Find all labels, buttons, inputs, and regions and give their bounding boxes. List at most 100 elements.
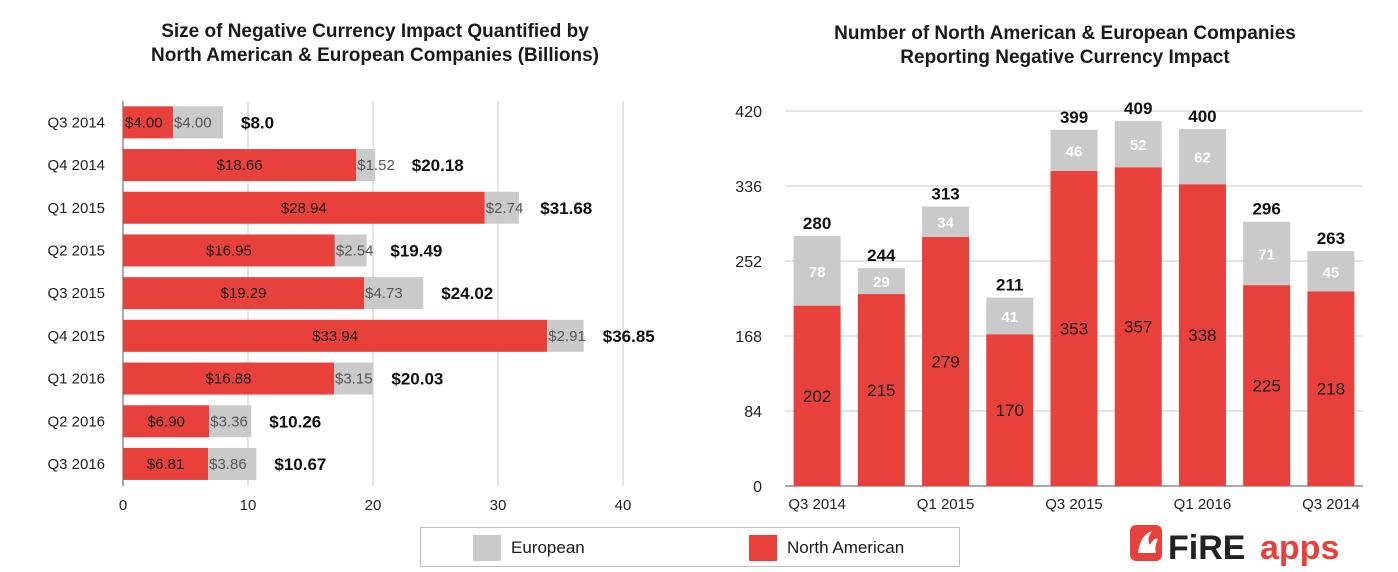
y-category-label: Q3 2014 — [47, 114, 105, 131]
column-label-north-american: 225 — [1252, 377, 1280, 396]
bar-north-american — [123, 277, 365, 310]
bar-label-european: $3.15 — [335, 371, 373, 388]
column-total-label: 409 — [1124, 99, 1152, 118]
bar-label-european: $4.73 — [365, 285, 403, 302]
column-north-american — [1114, 167, 1162, 486]
left-chart-title: Size of Negative Currency Impact Quantif… — [100, 20, 650, 68]
column-total-label: 400 — [1188, 107, 1216, 126]
bar-north-american — [123, 362, 334, 395]
logo-text-apps: apps — [1260, 529, 1339, 567]
column-label-european: 71 — [1258, 246, 1275, 263]
column-north-american — [922, 236, 970, 486]
y-category-label: Q3 2016 — [47, 456, 105, 473]
bar-european — [208, 447, 257, 480]
legend-item-north-american: North American — [749, 535, 905, 561]
x-tick-label: 20 — [365, 497, 382, 514]
bar-total-label: $31.68 — [540, 199, 592, 218]
x-tick-label: 30 — [490, 497, 507, 514]
column-european — [1307, 251, 1355, 292]
y-tick-label: 252 — [735, 254, 762, 271]
bar-label-european: $3.86 — [209, 456, 247, 473]
bar-total-label: $20.03 — [391, 370, 443, 389]
column-north-american — [857, 294, 905, 486]
y-tick-label: 168 — [735, 329, 762, 346]
bar-european — [334, 362, 374, 395]
bar-total-label: $10.26 — [269, 412, 321, 431]
legend-label-european: European — [511, 538, 585, 557]
y-category-label: Q3 2015 — [47, 285, 105, 302]
column-north-american — [986, 334, 1034, 486]
bar-label-european: $2.74 — [486, 200, 524, 217]
column-european — [857, 268, 905, 295]
column-label-north-american: 215 — [867, 381, 895, 400]
bar-label-european: $2.54 — [336, 242, 374, 259]
bar-north-american — [123, 319, 548, 352]
x-tick-label: Q3 2014 — [1302, 496, 1360, 513]
column-label-north-american: 218 — [1317, 380, 1345, 399]
legend-item-european: European — [473, 535, 585, 561]
bar-european — [484, 191, 519, 224]
column-north-american — [1307, 291, 1355, 486]
column-label-european: 46 — [1066, 143, 1083, 160]
column-label-european: 62 — [1194, 150, 1211, 167]
y-tick-label: 84 — [744, 404, 762, 421]
column-european — [1114, 120, 1162, 168]
y-category-label: Q1 2015 — [47, 200, 105, 217]
y-tick-label: 0 — [753, 479, 762, 496]
column-total-label: 280 — [803, 214, 831, 233]
column-european — [986, 297, 1034, 335]
x-tick-label: Q1 2015 — [917, 496, 975, 513]
bar-north-american — [123, 405, 210, 438]
column-total-label: 244 — [867, 246, 896, 265]
column-label-north-american: 202 — [803, 387, 831, 406]
column-european — [1178, 128, 1226, 185]
column-european — [793, 236, 841, 306]
column-label-european: 41 — [1001, 309, 1018, 326]
bar-total-label: $10.67 — [274, 455, 326, 474]
bar-label-north-american: $28.94 — [281, 200, 327, 217]
y-category-label: Q4 2014 — [47, 157, 105, 174]
bar-label-european: $1.52 — [357, 157, 395, 174]
y-category-label: Q1 2016 — [47, 371, 105, 388]
fireapps-logo: FiRE apps — [1130, 525, 1339, 567]
bar-label-north-american: $19.29 — [221, 285, 267, 302]
x-tick-label: Q3 2014 — [788, 496, 846, 513]
flame-icon — [1130, 525, 1162, 561]
bar-european — [173, 106, 223, 139]
column-label-european: 34 — [937, 215, 954, 232]
bar-label-european: $4.00 — [174, 114, 212, 131]
column-label-north-american: 170 — [996, 401, 1024, 420]
logo-text-fire: FiRE — [1168, 529, 1245, 567]
bar-north-american — [123, 447, 209, 480]
bar-label-north-american: $16.88 — [206, 371, 252, 388]
bar-label-north-american: $33.94 — [312, 328, 358, 345]
column-total-label: 263 — [1317, 229, 1345, 248]
column-european — [922, 206, 970, 237]
legend-label-north-american: North American — [787, 538, 905, 557]
column-label-north-american: 338 — [1188, 326, 1216, 345]
x-tick-label: Q1 2016 — [1174, 496, 1232, 513]
y-tick-label: 336 — [735, 179, 762, 196]
legend-swatch-north-american — [749, 535, 777, 561]
y-category-label: Q2 2015 — [47, 242, 105, 259]
y-tick-label: 420 — [735, 104, 762, 121]
column-north-american — [1050, 170, 1098, 487]
legend-swatch-european — [473, 535, 501, 561]
column-north-american — [1178, 184, 1226, 486]
column-total-label: 211 — [996, 276, 1023, 295]
column-label-european: 78 — [809, 264, 826, 281]
column-label-north-american: 353 — [1060, 319, 1088, 338]
right-chart-title-line2: Reporting Negative Currency Impact — [900, 47, 1230, 68]
x-tick-label: 0 — [119, 497, 127, 514]
x-tick-label: Q3 2015 — [1045, 496, 1103, 513]
bar-north-american — [123, 191, 485, 224]
y-category-label: Q4 2015 — [47, 328, 105, 345]
left-horizontal-bar-chart: 0 10 20 30 40 Q3 2014 $4.00 $4.00 $8.0 Q4 2014 $18… — [47, 101, 655, 514]
bar-label-north-american: $6.90 — [147, 413, 185, 430]
bar-north-american — [123, 234, 335, 267]
x-tick-label: 40 — [615, 497, 632, 514]
bar-total-label: $24.02 — [441, 284, 493, 303]
column-total-label: 399 — [1060, 108, 1088, 127]
column-label-european: 29 — [873, 274, 890, 291]
bar-european — [547, 319, 584, 352]
